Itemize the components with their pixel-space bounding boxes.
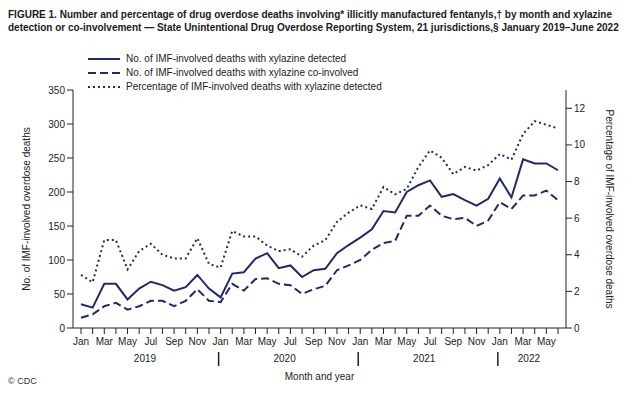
svg-text:2021: 2021 [413, 353, 436, 364]
svg-text:6: 6 [574, 213, 580, 224]
svg-text:8: 8 [574, 176, 580, 187]
svg-text:Jan: Jan [213, 336, 229, 347]
svg-text:Percentage of IMF-involved ove: Percentage of IMF-involved overdose deat… [604, 110, 615, 309]
svg-text:Mar: Mar [514, 336, 532, 347]
svg-text:10: 10 [574, 139, 586, 150]
svg-text:Jul: Jul [144, 336, 157, 347]
svg-text:200: 200 [48, 187, 65, 198]
svg-text:350: 350 [48, 85, 65, 96]
svg-text:50: 50 [54, 289, 66, 300]
svg-text:250: 250 [48, 153, 65, 164]
svg-text:No. of IMF-involved overdose d: No. of IMF-involved overdose deaths [21, 127, 32, 290]
svg-text:Sep: Sep [305, 336, 323, 347]
svg-text:12: 12 [574, 103, 586, 114]
svg-text:Mar: Mar [375, 336, 393, 347]
html-text:© CDC: © CDC [8, 376, 37, 386]
svg-text:Sep: Sep [444, 336, 462, 347]
svg-text:Nov: Nov [468, 336, 486, 347]
svg-text:100: 100 [48, 255, 65, 266]
svg-text:Nov: Nov [188, 336, 206, 347]
svg-text:2019: 2019 [134, 353, 157, 364]
svg-text:2022: 2022 [518, 353, 541, 364]
svg-text:Jan: Jan [73, 336, 89, 347]
svg-text:4: 4 [574, 249, 580, 260]
svg-text:Jul: Jul [284, 336, 297, 347]
svg-text:Mar: Mar [96, 336, 114, 347]
svg-text:Jan: Jan [492, 336, 508, 347]
svg-text:Mar: Mar [235, 336, 253, 347]
svg-text:2: 2 [574, 286, 580, 297]
html-text:Percentage of IMF-involved dea: Percentage of IMF-involved deaths with x… [126, 81, 382, 92]
svg-text:May: May [118, 336, 137, 347]
html-text:No. of IMF-involved deaths wit: No. of IMF-involved deaths with xylazine… [126, 53, 347, 64]
svg-text:May: May [397, 336, 416, 347]
svg-text:May: May [258, 336, 277, 347]
svg-text:2020: 2020 [273, 353, 296, 364]
html-text:No. of IMF-involved deaths wit: No. of IMF-involved deaths with xylazine… [126, 67, 359, 78]
html-text:FIGURE 1. Number and percentag: FIGURE 1. Number and percentage of drug … [8, 9, 619, 33]
svg-text:0: 0 [59, 323, 65, 334]
svg-text:0: 0 [574, 323, 580, 334]
svg-text:300: 300 [48, 119, 65, 130]
svg-text:Sep: Sep [165, 336, 183, 347]
svg-text:150: 150 [48, 221, 65, 232]
svg-text:May: May [537, 336, 556, 347]
svg-text:Month and year: Month and year [285, 371, 355, 382]
svg-text:Nov: Nov [328, 336, 346, 347]
svg-text:Jul: Jul [424, 336, 437, 347]
svg-text:Jan: Jan [352, 336, 368, 347]
